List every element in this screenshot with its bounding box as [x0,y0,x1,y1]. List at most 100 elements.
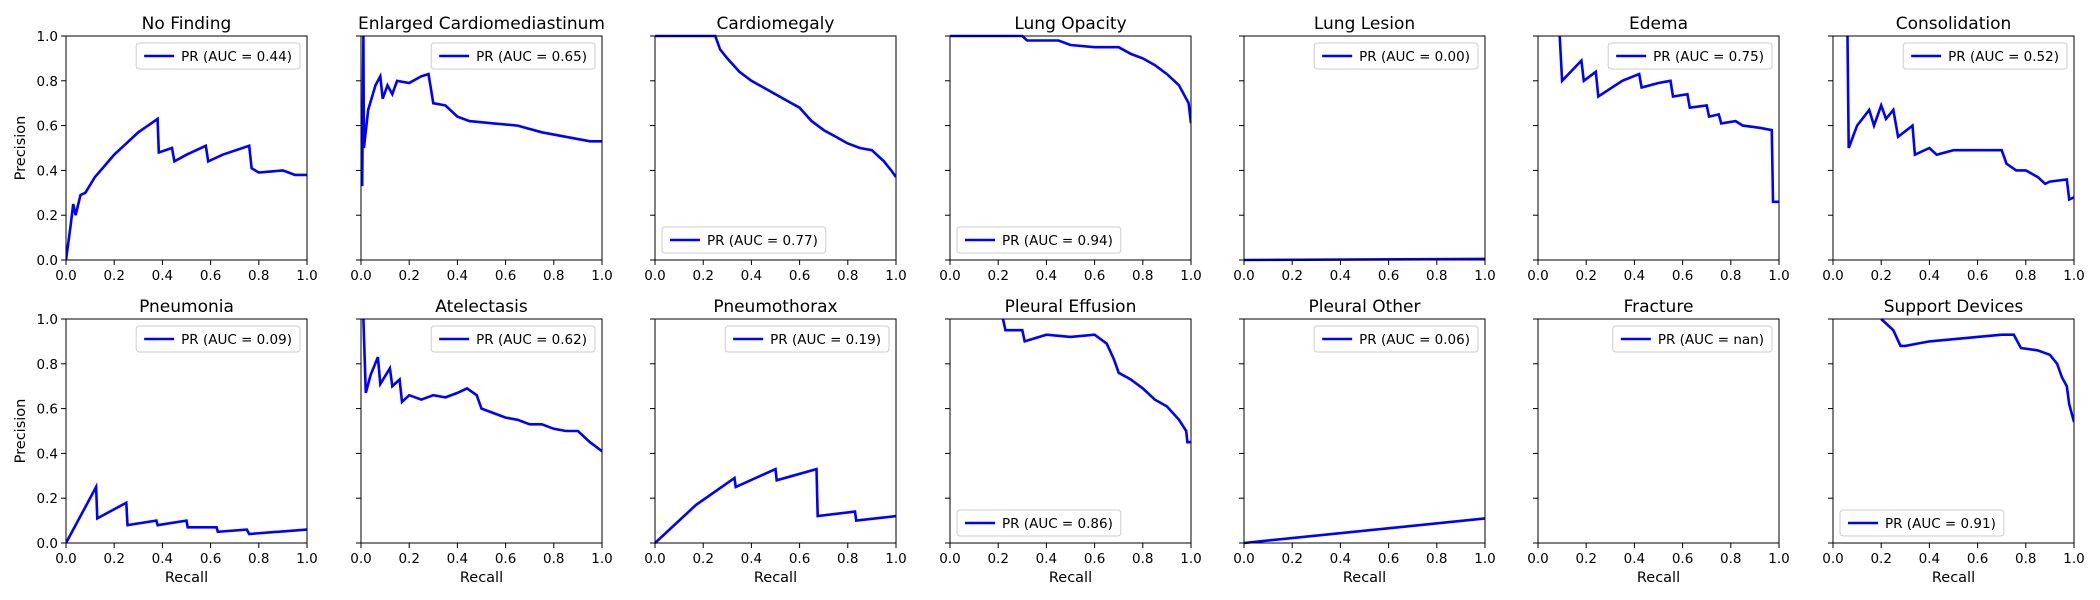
x-tick-label: 1.0 [1474,268,1495,284]
pr-curve-line [950,34,1191,124]
x-tick-label: 0.0 [350,551,371,567]
legend-label: PR (AUC = 0.00) [1359,49,1470,65]
x-tick-label: 0.8 [248,268,269,284]
legend: PR (AUC = 0.00) [1313,42,1479,70]
x-tick-label: 0.0 [1527,268,1548,284]
axes-frame [949,35,1192,261]
x-tick-label: 0.8 [543,268,564,284]
x-tick-label: 0.2 [1870,551,1891,567]
legend-label: PR (AUC = 0.06) [1359,332,1470,348]
axes-frame [1243,35,1486,261]
subplot-title: Enlarged Cardiomediastinum [358,14,605,34]
subplot-title: Atelectasis [435,297,528,317]
legend-label: PR (AUC = nan) [1658,332,1764,348]
legend-box [430,42,596,70]
x-tick-label: 1.0 [296,551,317,567]
x-tick-label: 0.4 [1330,551,1351,567]
legend: PR (AUC = 0.09) [135,325,301,353]
x-tick-label: 0.4 [1919,268,1940,284]
x-tick-label: 0.2 [1281,268,1302,284]
x-tick-label: 0.6 [495,268,516,284]
x-tick-label: 0.2 [398,268,419,284]
legend-box [135,325,301,353]
pr-curve-line [1001,318,1191,444]
pr-curve-line [655,467,896,544]
x-tick-label: 0.8 [1720,268,1741,284]
y-tick-label: 1.0 [37,29,58,45]
x-tick-label: 0.8 [1426,268,1447,284]
axes-frame [1832,318,2075,544]
y-tick-label: 0.0 [37,536,58,552]
subplot-title: No Finding [142,14,232,34]
x-tick-label: 0.0 [644,551,665,567]
x-tick-label: 0.6 [1967,268,1988,284]
x-tick-label: 1.0 [885,268,906,284]
legend-label: PR (AUC = 0.75) [1653,49,1764,65]
y-tick-label: 0.0 [37,253,58,269]
subplot-enlarged-cardiomediastinum: 0.0 0.2 0.4 0.6 0.8 1.0 Enlarged Cardiomediast… [350,14,612,284]
x-tick-label: 0.4 [152,551,173,567]
legend-box [135,42,301,70]
legend-box [1313,325,1479,353]
x-axis-label: Recall [1932,570,1975,586]
x-tick-label: 0.2 [1870,268,1891,284]
x-tick-label: 0.4 [1036,551,1057,567]
y-tick-label: 0.4 [37,446,58,462]
x-tick-label: 0.0 [1822,268,1843,284]
x-tick-label: 0.4 [741,268,762,284]
legend-label: PR (AUC = 0.62) [476,332,587,348]
subplot-no-finding: 0.0 0.2 0.4 0.6 0.8 1.0 0.0 0.2 0.4 0.6 0.8 1.0 No F… [13,14,318,284]
x-tick-label: 1.0 [885,551,906,567]
x-tick-label: 0.0 [1233,551,1254,567]
subplot-title: Pneumonia [139,297,234,317]
x-tick-label: 0.4 [1624,551,1645,567]
legend: PR (AUC = 0.62) [430,325,596,353]
legend-label: PR (AUC = 0.44) [181,49,292,65]
x-tick-label: 1.0 [2063,268,2084,284]
y-tick-label: 0.2 [37,491,58,507]
legend-box [1839,509,2005,537]
x-tick-label: 0.8 [543,551,564,567]
subplot-title: Lung Opacity [1014,14,1126,34]
pr-curve-line [66,482,307,544]
subplot-atelectasis: 0.0 0.2 0.4 0.6 0.8 1.0 Atelectasis Recall PR (A… [350,297,612,586]
x-tick-label: 0.0 [644,268,665,284]
x-tick-label: 0.4 [1624,268,1645,284]
x-tick-label: 0.2 [1575,551,1596,567]
x-tick-label: 0.4 [447,551,468,567]
legend: PR (AUC = 0.44) [135,42,301,70]
x-tick-label: 0.4 [152,268,173,284]
x-tick-label: 0.2 [103,551,124,567]
legend-label: PR (AUC = 0.19) [770,332,881,348]
x-tick-label: 0.2 [1281,551,1302,567]
x-tick-label: 0.8 [1426,551,1447,567]
legend-box [724,325,890,353]
axes-frame [1832,35,2075,261]
x-tick-label: 0.6 [495,551,516,567]
legend-box [1313,42,1479,70]
subplot-title: Fracture [1624,297,1694,317]
x-axis-label: Recall [460,570,503,586]
legend-label: PR (AUC = 0.09) [181,332,292,348]
pr-curve-line [1880,318,2074,423]
subplot-pneumothorax: 0.0 0.2 0.4 0.6 0.8 1.0 Pneumothorax Recall PR (… [644,297,906,586]
legend: PR (AUC = 0.06) [1313,325,1479,353]
x-tick-label: 0.8 [248,551,269,567]
y-tick-label: 0.2 [37,208,58,224]
legend: PR (AUC = 0.52) [1902,42,2068,70]
x-tick-label: 0.6 [1084,551,1105,567]
x-tick-label: 1.0 [591,551,612,567]
x-tick-label: 1.0 [1768,551,1789,567]
subplot-pneumonia: 0.0 0.2 0.4 0.6 0.8 1.0 0.0 0.2 0.4 0.6 0.8 1.0 Pneu… [13,297,318,586]
x-tick-label: 1.0 [1768,268,1789,284]
axes-frame [1537,318,1780,544]
pr-curve-line [361,35,602,187]
legend: PR (AUC = 0.91) [1839,509,2005,537]
x-tick-label: 0.2 [398,551,419,567]
x-tick-label: 1.0 [591,268,612,284]
x-tick-label: 1.0 [2063,551,2084,567]
x-tick-label: 0.8 [837,551,858,567]
subplot-title: Consolidation [1896,14,2012,34]
y-axis-label: Precision [13,116,29,181]
subplot-lung-lesion: 0.0 0.2 0.4 0.6 0.8 1.0 Lung Lesion PR (AUC = 0… [1233,14,1495,284]
